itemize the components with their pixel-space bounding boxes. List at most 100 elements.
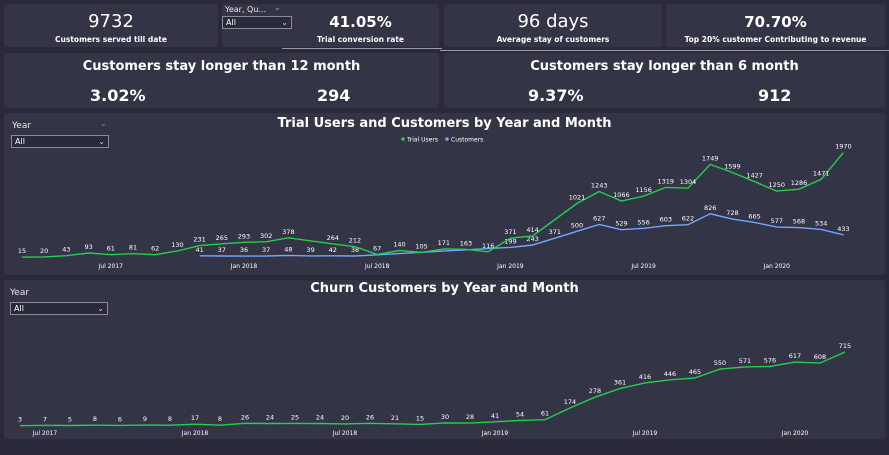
legend-trial-label: Trial Users bbox=[406, 137, 438, 144]
stay-6-title: Customers stay longer than 6 month bbox=[530, 59, 799, 74]
stay-12-count: 294 bbox=[317, 86, 351, 105]
churn-data-label: 7 bbox=[43, 415, 47, 423]
trial-users-data-label: 93 bbox=[84, 243, 92, 251]
trial-users-data-label: 1319 bbox=[658, 177, 675, 185]
stay-6-percent: 9.37% bbox=[528, 86, 584, 105]
trial-users-data-label: 67 bbox=[373, 244, 381, 252]
trial-users-data-label: 1286 bbox=[791, 179, 808, 187]
churn-data-label: 550 bbox=[714, 359, 726, 367]
customers-data-label: 627 bbox=[593, 214, 605, 222]
customers-data-label: 665 bbox=[748, 212, 760, 220]
churn-chart-title: Churn Customers by Year and Month bbox=[310, 281, 579, 296]
churn-year-slicer-dropdown[interactable]: All ⌄ bbox=[10, 302, 108, 315]
x-tick-label: Jan 2020 bbox=[781, 430, 809, 437]
churn-year-slicer-label: Year bbox=[10, 288, 30, 298]
churn-data-label: 28 bbox=[466, 413, 474, 421]
churn-data-label: 8 bbox=[168, 415, 172, 423]
customers-data-label: 568 bbox=[793, 218, 805, 226]
kpi-value: 70.70% bbox=[744, 13, 807, 31]
legend-customers-label: Customers bbox=[451, 137, 483, 144]
x-tick-label: Jul 2017 bbox=[32, 430, 58, 437]
churn-data-label: 446 bbox=[664, 370, 676, 378]
stay-6-count: 912 bbox=[758, 86, 792, 105]
kpi-card-top-customers-revenue: 70.70% Top 20% customer Contributing to … bbox=[666, 4, 885, 47]
trial-users-data-label: 264 bbox=[327, 234, 339, 242]
customers-data-label: 534 bbox=[815, 219, 827, 227]
trial-users-line bbox=[21, 152, 844, 258]
customers-data-label: 41 bbox=[195, 246, 203, 254]
customers-data-label: 556 bbox=[637, 218, 649, 226]
x-tick-label: Jan 2020 bbox=[763, 263, 791, 270]
churn-chart-panel: Churn Customers by Year and Month Year A… bbox=[4, 280, 885, 439]
customers-data-label: 371 bbox=[549, 228, 561, 236]
stay-12-month-card: Customers stay longer than 12 month 3.02… bbox=[4, 53, 439, 108]
churn-data-label: 24 bbox=[316, 414, 324, 422]
slicer-menu-icon[interactable]: ⌄ bbox=[100, 119, 107, 128]
x-tick-label: Jul 2019 bbox=[632, 430, 658, 437]
churn-data-label: 715 bbox=[839, 342, 851, 350]
x-tick-label: Jan 2018 bbox=[230, 263, 258, 270]
trial-users-data-label: 1066 bbox=[613, 191, 630, 199]
kpi-value: 96 days bbox=[517, 11, 589, 32]
slicer-value: All bbox=[14, 304, 24, 313]
year-quarter-slicer-dropdown[interactable]: All ⌄ bbox=[222, 16, 292, 29]
churn-data-label: 6 bbox=[118, 415, 122, 423]
kpi-value: 9732 bbox=[88, 11, 134, 32]
x-tick-label: Jul 2019 bbox=[630, 263, 656, 270]
churn-data-label: 278 bbox=[589, 387, 601, 395]
stay-12-percent: 3.02% bbox=[90, 86, 146, 105]
trial-users-data-label: 1250 bbox=[769, 181, 786, 189]
chevron-down-icon: ⌄ bbox=[97, 304, 104, 313]
churn-data-label: 26 bbox=[241, 413, 249, 421]
churn-data-label: 30 bbox=[441, 413, 449, 421]
trial-users-data-label: 116 bbox=[482, 242, 494, 250]
trial-users-data-label: 231 bbox=[193, 236, 205, 244]
x-tick-label: Jan 2019 bbox=[496, 263, 524, 270]
customers-data-label: 529 bbox=[615, 220, 627, 228]
x-tick-label: Jul 2017 bbox=[98, 263, 124, 270]
customers-data-label: 826 bbox=[704, 204, 716, 212]
churn-data-label: 571 bbox=[739, 357, 751, 365]
legend-trial-marker bbox=[401, 137, 405, 141]
trial-users-data-label: 15 bbox=[18, 247, 26, 255]
customers-data-label: 36 bbox=[240, 246, 248, 254]
kpi-label: Average stay of customers bbox=[496, 35, 610, 44]
churn-data-label: 8 bbox=[93, 415, 97, 423]
churn-data-label: 9 bbox=[143, 415, 147, 423]
trial-users-data-label: 1970 bbox=[835, 143, 852, 151]
customers-data-label: 622 bbox=[682, 215, 694, 223]
year-quarter-slicer-label: Year, Qu... bbox=[225, 5, 267, 14]
trial-year-slicer-dropdown[interactable]: All ⌄ bbox=[11, 135, 109, 148]
x-tick-label: Jan 2018 bbox=[181, 430, 209, 437]
churn-line-chart: Jul 2017 Jan 2018 Jul 2018 Jan 2019 Jul 2019… bbox=[18, 342, 851, 437]
trial-users-data-label: 265 bbox=[216, 234, 228, 242]
trial-users-data-label: 1599 bbox=[724, 162, 741, 170]
kpi-value: 41.05% bbox=[329, 13, 392, 31]
kpi-label: Trial conversion rate bbox=[317, 35, 404, 44]
divider bbox=[282, 48, 442, 49]
trial-users-data-label: 105 bbox=[415, 242, 427, 250]
kpi-divider-line bbox=[440, 50, 889, 51]
churn-data-label: 20 bbox=[341, 414, 349, 422]
trial-users-data-label: 130 bbox=[171, 241, 183, 249]
trial-users-data-label: 140 bbox=[393, 241, 405, 249]
churn-data-label: 608 bbox=[814, 353, 826, 361]
churn-data-label: 3 bbox=[18, 416, 22, 424]
customers-data-label: 199 bbox=[504, 237, 516, 245]
trial-users-data-label: 293 bbox=[238, 232, 250, 240]
customers-data-label: 728 bbox=[726, 209, 738, 217]
trial-users-data-label: 1471 bbox=[813, 169, 830, 177]
trial-users-data-label: 212 bbox=[349, 237, 361, 245]
trial-users-data-label: 414 bbox=[526, 226, 538, 234]
trial-users-data-label: 1243 bbox=[591, 181, 608, 189]
churn-data-label: 361 bbox=[614, 379, 626, 387]
customers-data-label: 39 bbox=[306, 246, 314, 254]
customers-data-label: 48 bbox=[284, 245, 292, 253]
slicer-value: All bbox=[226, 18, 236, 27]
trial-users-data-label: 43 bbox=[62, 246, 70, 254]
customers-data-label: 37 bbox=[262, 246, 270, 254]
kpi-card-average-stay: 96 days Average stay of customers bbox=[444, 4, 662, 47]
customers-data-label: 603 bbox=[660, 216, 672, 224]
slicer-menu-icon[interactable]: ⌄ bbox=[274, 3, 281, 12]
trial-users-data-label: 371 bbox=[504, 228, 516, 236]
